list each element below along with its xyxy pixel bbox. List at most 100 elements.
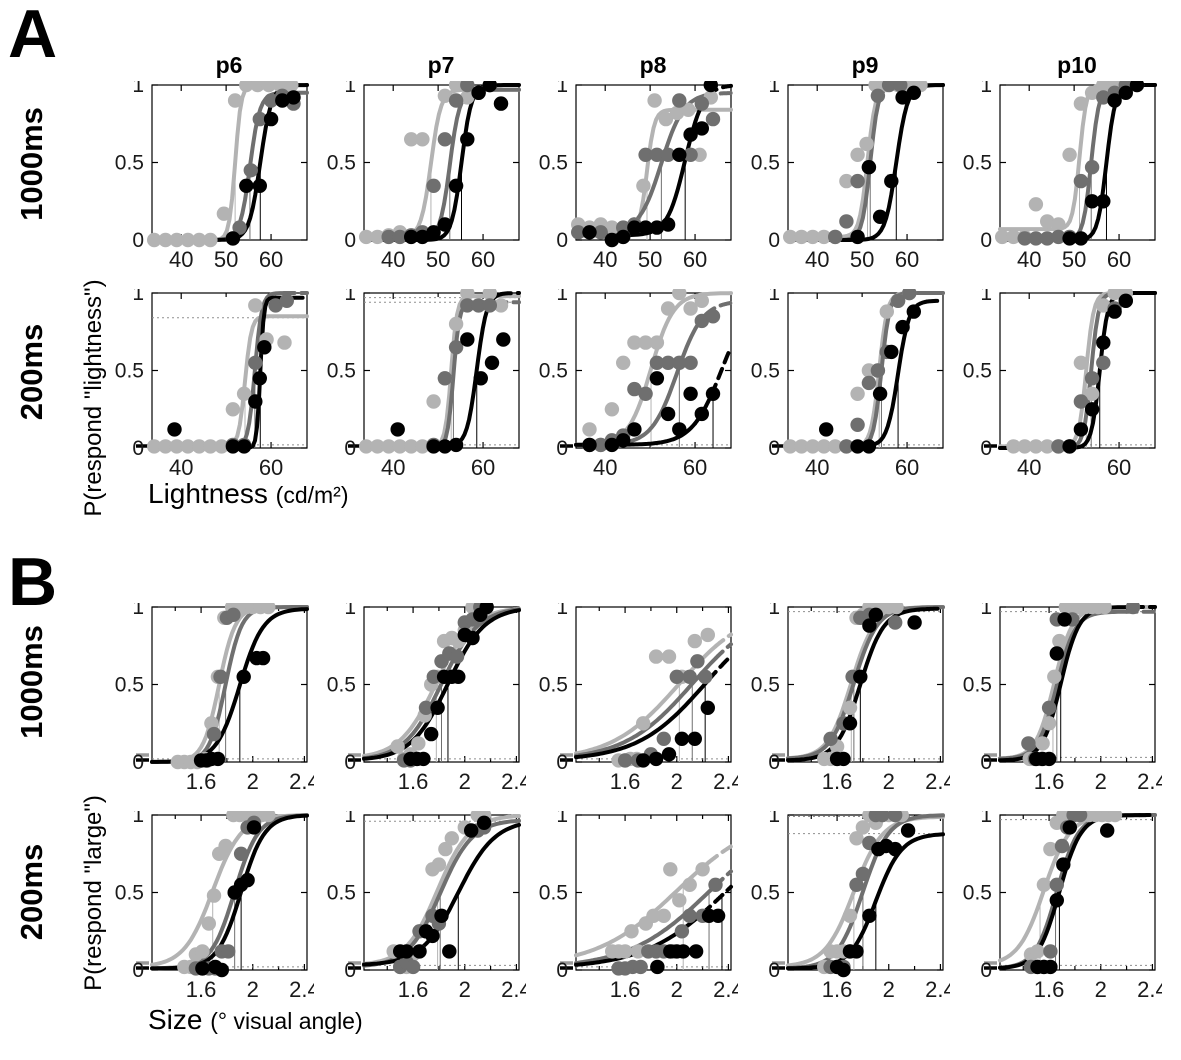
x-axis-label-b-unit: (° visual angle): [210, 1008, 363, 1034]
tick-label: 0.5: [751, 360, 780, 383]
tick-label: 0: [980, 229, 992, 252]
col-title-p7: p7: [427, 52, 455, 78]
subplot-b-1000ms-p8: 0 0.5 1 1.6 2 2.4: [539, 603, 738, 794]
data-points-dark: [819, 304, 921, 454]
tick-label: 1: [980, 603, 992, 619]
data-points-dark: [582, 371, 721, 453]
x-axis-label-b: Size (° visual angle): [148, 1004, 363, 1036]
row-label-a-200ms: 200ms: [14, 323, 49, 421]
tick-label: 2: [459, 977, 471, 1002]
data-points-dark: [1029, 612, 1072, 767]
tick-label: 2.4: [501, 977, 526, 1002]
tick-label: 0.5: [327, 674, 356, 697]
tick-label: 0.5: [327, 360, 356, 383]
tick-label: 40: [381, 247, 405, 272]
subplot-a-200ms-p8: 0 0.5 1 40 60: [539, 289, 733, 480]
tick-label: 2.4: [1137, 769, 1162, 794]
tick-label: 0.5: [539, 674, 568, 697]
tick-label: 60: [895, 247, 919, 272]
tick-label: 2.4: [289, 769, 314, 794]
subplot-a-1000ms-p9: 0 0.5 1 40 50 60: [751, 81, 945, 272]
tick-label: 1.6: [398, 977, 429, 1002]
tick-label: 60: [895, 455, 919, 480]
tick-label: 50: [638, 247, 662, 272]
tick-label: 50: [426, 247, 450, 272]
tick-label: 1.6: [610, 977, 641, 1002]
tick-label: 2: [883, 769, 895, 794]
tick-label: 2: [247, 977, 259, 1002]
tick-label: 2: [247, 769, 259, 794]
tick-label: 1: [768, 603, 780, 619]
row-label-b-1000ms: 1000ms: [14, 625, 49, 739]
subplot-b-1000ms-p7: 0 0.5 1 1.6 2 2.4: [327, 603, 526, 794]
fit-curve-mid: [786, 605, 945, 761]
tick-label: 0: [556, 751, 568, 774]
tick-label: 0: [344, 437, 356, 460]
data-points-dark: [193, 650, 271, 768]
fit-curve-mid: [574, 312, 709, 447]
tick-label: 40: [1017, 247, 1041, 272]
tick-label: 1: [132, 603, 144, 619]
tick-label: 1.6: [610, 769, 641, 794]
data-points-light: [147, 81, 299, 248]
data-points-dark: [829, 823, 916, 978]
fit-curve-dark: [362, 292, 503, 449]
subplot-a-200ms-p10: 0 0.5 1 40 60: [963, 289, 1157, 480]
panel-b-letter: B: [8, 544, 58, 620]
tick-label: 0.5: [963, 152, 992, 175]
tick-label: 1: [344, 811, 356, 827]
fit-curve-dark: [786, 832, 945, 971]
tick-label: 1: [980, 289, 992, 305]
data-points-light: [605, 862, 710, 959]
subplot-a-1000ms-p10: 0 0.5 1 40 50 60: [963, 81, 1157, 272]
tick-label: 40: [169, 455, 193, 480]
tick-label: 0.5: [963, 882, 992, 905]
fit-curve-light: [362, 294, 521, 449]
tick-label: 40: [169, 247, 193, 272]
tick-label: 2: [671, 769, 683, 794]
tick-label: 0.5: [539, 882, 568, 905]
fit-curve-light: [150, 605, 309, 764]
tick-label: 0: [980, 959, 992, 982]
tick-label: 1.6: [1034, 977, 1065, 1002]
x-axis-label-a: Lightness (cd/m²): [148, 478, 348, 510]
subplot-a-1000ms-p8: 0 0.5 1 40 50 60: [539, 81, 733, 272]
tick-label: 40: [593, 455, 617, 480]
tick-label: 1: [556, 81, 568, 97]
fit-curve-dark-dashed: [707, 653, 733, 682]
tick-label: 2: [1095, 769, 1107, 794]
fit-curve-dark-dashed: [499, 291, 521, 297]
data-points-dark: [850, 85, 921, 245]
tick-label: 0: [556, 437, 568, 460]
axes-box: [575, 84, 732, 241]
panel-a-letter: A: [8, 0, 58, 72]
subplot-b-1000ms-p6: 0 0.5 1 1.6 2 2.4: [115, 603, 314, 794]
tick-label: 0.5: [539, 152, 568, 175]
subplot-b-200ms-p7: 0 0.5 1 1.6 2 2.4: [327, 811, 526, 1002]
tick-label: 2: [459, 769, 471, 794]
tick-label: 0.5: [115, 882, 144, 905]
row-label-b-200ms: 200ms: [14, 843, 49, 941]
tick-label: 0: [132, 751, 144, 774]
tick-label: 2: [883, 977, 895, 1002]
fit-curve-mid: [574, 883, 718, 965]
data-points-dark: [404, 81, 509, 245]
tick-label: 2: [1095, 977, 1107, 1002]
subplot-b-200ms-p10: 0 0.5 1 1.6 2 2.4: [963, 811, 1162, 1002]
tick-label: 50: [214, 247, 238, 272]
tick-label: 1: [556, 811, 568, 827]
tick-label: 0.5: [115, 152, 144, 175]
col-title-p9: p9: [851, 52, 879, 78]
tick-label: 0.5: [539, 360, 568, 383]
subplot-a-200ms-p7: 0 0.5 1 40 60: [327, 289, 521, 480]
tick-label: 0.5: [963, 674, 992, 697]
fit-curve-dark: [150, 607, 309, 764]
data-points-mid: [839, 289, 917, 454]
tick-label: 0: [768, 751, 780, 774]
tick-label: 1: [344, 603, 356, 619]
tick-label: 1: [980, 811, 992, 827]
fit-curve-dark: [786, 607, 930, 763]
tick-label: 40: [381, 455, 405, 480]
tick-label: 60: [471, 247, 495, 272]
data-points-dark: [195, 820, 262, 978]
